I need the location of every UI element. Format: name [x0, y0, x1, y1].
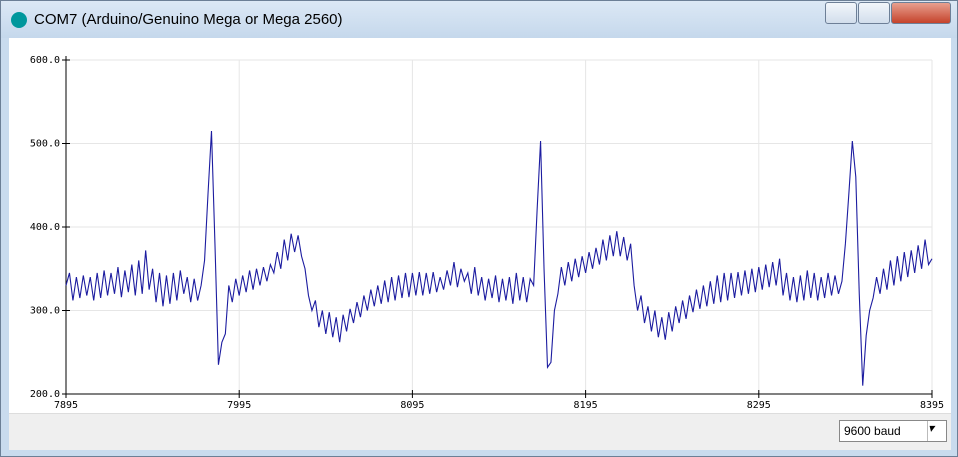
- baud-label: 9600 baud: [844, 424, 901, 438]
- plot-background: [9, 38, 951, 413]
- y-tick-label: 500.0: [30, 139, 60, 150]
- y-tick-label: 200.0: [30, 389, 60, 400]
- dropdown-arrow: ▾: [927, 421, 946, 441]
- baud-select[interactable]: 9600 baud ▾: [839, 420, 947, 442]
- x-tick-label: 7995: [227, 400, 251, 411]
- minimize-button[interactable]: [825, 2, 857, 24]
- data-line: [65, 130, 933, 386]
- y-tick-label: 600.0: [30, 55, 60, 66]
- plot: 200.0 300.0 400.0 500.0 600.0 7895 7995 8095 819…: [9, 38, 951, 413]
- y-tick-label: 300.0: [30, 306, 60, 317]
- close-button[interactable]: [891, 2, 951, 24]
- maximize-button[interactable]: [858, 2, 890, 24]
- bottom-bar: 9600 baud ▾: [9, 413, 951, 450]
- x-tick-label: 7895: [54, 400, 78, 411]
- title-bar: COM7 (Arduino/Genuino Mega or Mega 2560): [1, 1, 957, 38]
- x-tick-label: 8195: [574, 400, 598, 411]
- x-tick-label: 8395: [920, 400, 944, 411]
- x-tick-label: 8295: [747, 400, 771, 411]
- x-tick-label: 8095: [400, 400, 424, 411]
- y-tick-label: 400.0: [30, 222, 60, 233]
- window-title: COM7 (Arduino/Genuino Mega or Mega 2560): [34, 11, 343, 28]
- app-icon: [11, 12, 27, 28]
